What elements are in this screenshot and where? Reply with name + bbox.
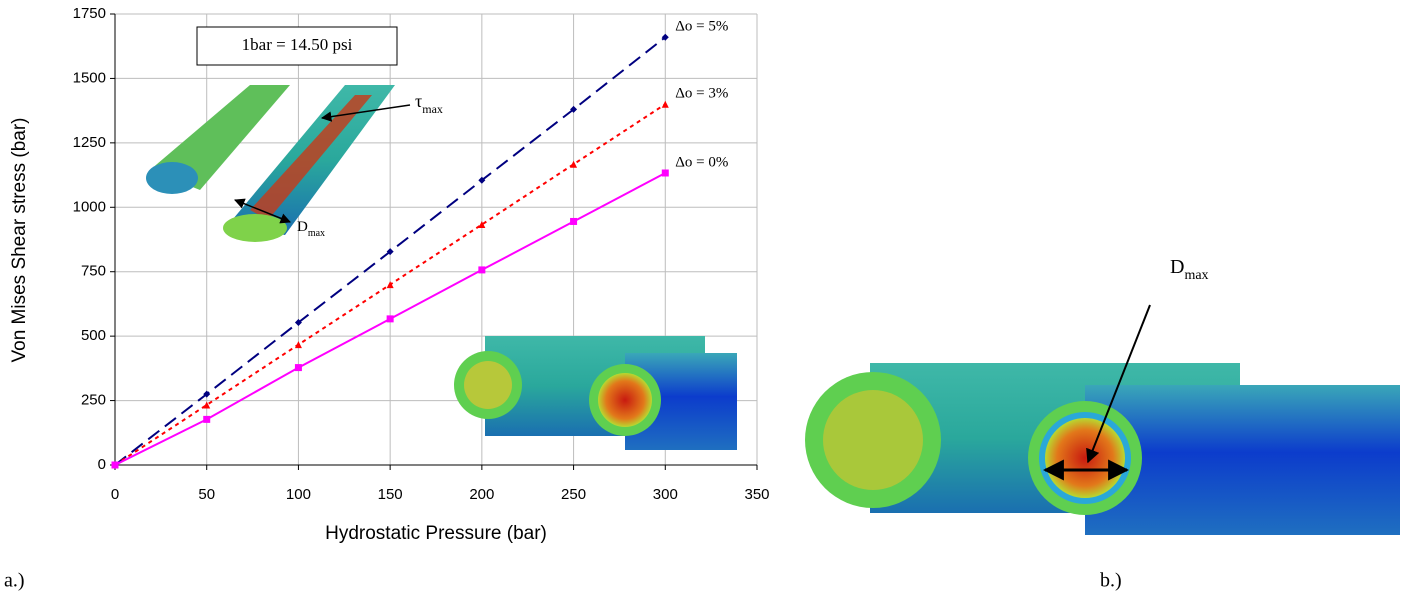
y-tick-label: 1250 [73, 134, 106, 151]
x-tick-label: 250 [561, 486, 586, 503]
dmax-base: D [1170, 256, 1184, 278]
inset-fea-bottom [454, 336, 737, 450]
inset-fea-top [146, 85, 395, 242]
y-tick-label: 1000 [73, 198, 106, 215]
panel-label: b.) [1100, 570, 1122, 592]
series-label: Δo = 0% [675, 154, 728, 170]
conversion-note: 1bar = 14.50 psi [242, 35, 353, 54]
x-tick-label: 200 [469, 486, 494, 503]
marker [295, 341, 302, 348]
dmax-inset-label: Dmax [297, 219, 325, 238]
series-label: Δo = 3% [675, 86, 728, 102]
tau-sub: max [422, 102, 443, 116]
marker [662, 170, 669, 177]
marker [570, 218, 577, 225]
marker [203, 416, 210, 423]
marker [295, 364, 302, 371]
tau-label: τmax [415, 91, 443, 116]
dmax-label: Dmax [1170, 256, 1209, 283]
fea-right-panel: Dmax [805, 256, 1400, 535]
marker [478, 266, 485, 273]
marker [387, 281, 394, 288]
y-tick-label: 1500 [73, 69, 106, 86]
dmax-sub: max [308, 228, 325, 239]
y-tick-label: 500 [81, 327, 106, 344]
y-tick-label: 750 [81, 263, 106, 280]
x-tick-label: 150 [378, 486, 403, 503]
dmax-base: D [297, 219, 308, 235]
x-tick-label: 50 [198, 486, 215, 503]
y-tick-label: 250 [81, 392, 106, 409]
x-tick-label: 100 [286, 486, 311, 503]
y-tick-label: 0 [98, 456, 106, 473]
marker [112, 462, 119, 469]
series-label: Δo = 5% [675, 19, 728, 35]
marker [387, 315, 394, 322]
panel-label: a.) [4, 570, 25, 592]
y-axis-label: Von Mises Shear stress (bar) [9, 118, 30, 363]
x-tick-label: 350 [744, 486, 769, 503]
x-axis-label: Hydrostatic Pressure (bar) [325, 523, 547, 544]
y-tick-label: 1750 [73, 5, 106, 22]
marker [570, 161, 577, 168]
dmax-sub: max [1184, 268, 1208, 283]
figure: 0 250 500 750 1000 1250 1500 1750 0 50 100 150 200 25… [0, 0, 1408, 598]
marker [662, 101, 669, 108]
x-tick-label: 0 [111, 486, 119, 503]
x-tick-label: 300 [653, 486, 678, 503]
tau-base: τ [415, 91, 422, 111]
